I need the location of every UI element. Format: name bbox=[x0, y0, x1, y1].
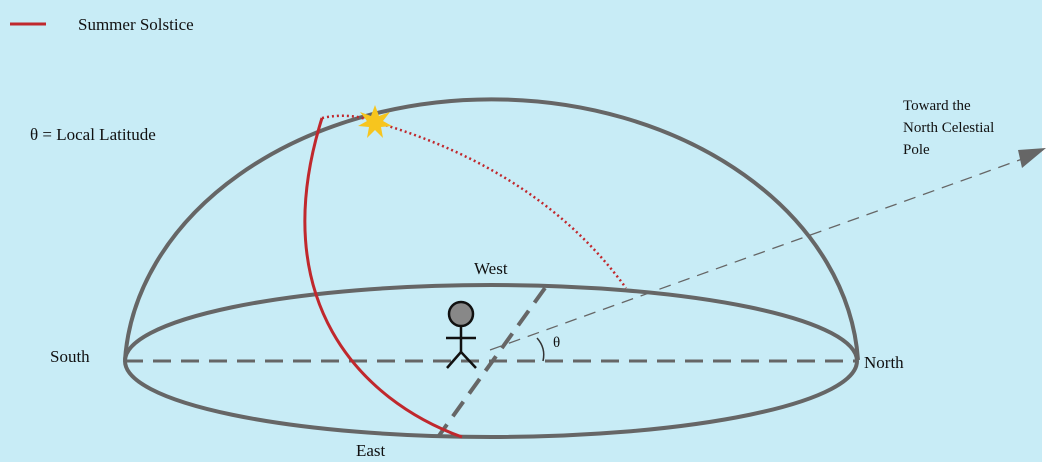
observer bbox=[446, 300, 477, 369]
angle-arc bbox=[536, 337, 545, 362]
east-west-line bbox=[436, 286, 547, 439]
direction-label: South bbox=[50, 347, 90, 366]
pole-label: Toward the bbox=[903, 98, 971, 114]
latitude-label: θ = Local Latitude bbox=[30, 125, 156, 144]
direction-label: West bbox=[474, 259, 508, 278]
angle-label: θ bbox=[553, 335, 560, 351]
legend-label: Summer Solstice bbox=[78, 15, 194, 34]
pole-label: Pole bbox=[903, 142, 930, 158]
sun bbox=[358, 105, 392, 138]
direction-label: North bbox=[864, 353, 904, 372]
pole-line bbox=[489, 157, 1026, 351]
direction-label: East bbox=[356, 441, 386, 460]
solstice-path-hidden bbox=[321, 114, 628, 289]
pole-arrow bbox=[1018, 148, 1046, 168]
solstice-path bbox=[303, 117, 463, 439]
pole-label: North Celestial bbox=[903, 120, 994, 136]
dome bbox=[123, 97, 860, 361]
